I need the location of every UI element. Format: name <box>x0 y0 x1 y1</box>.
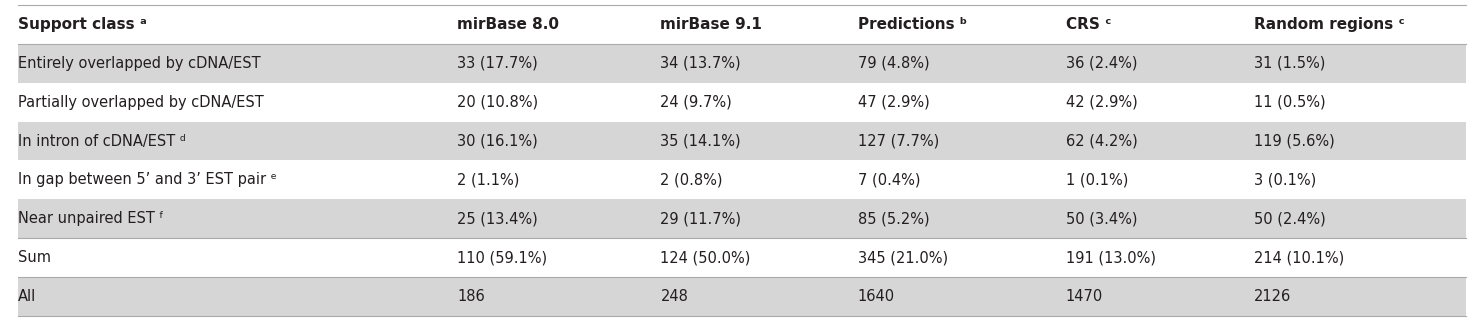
Text: 85 (5.2%): 85 (5.2%) <box>858 212 929 226</box>
Text: 1 (0.1%): 1 (0.1%) <box>1066 172 1128 187</box>
Text: Sum: Sum <box>18 250 50 265</box>
Text: 127 (7.7%): 127 (7.7%) <box>858 134 939 149</box>
Text: 186: 186 <box>457 289 485 304</box>
Text: 34 (13.7%): 34 (13.7%) <box>660 56 741 71</box>
Text: All: All <box>18 289 36 304</box>
Text: Random regions ᶜ: Random regions ᶜ <box>1254 17 1405 32</box>
Text: 214 (10.1%): 214 (10.1%) <box>1254 250 1345 265</box>
Text: In intron of cDNA/EST ᵈ: In intron of cDNA/EST ᵈ <box>18 134 186 149</box>
Text: 24 (9.7%): 24 (9.7%) <box>660 95 732 109</box>
Text: 11 (0.5%): 11 (0.5%) <box>1254 95 1325 109</box>
Text: Entirely overlapped by cDNA/EST: Entirely overlapped by cDNA/EST <box>18 56 260 71</box>
Text: 79 (4.8%): 79 (4.8%) <box>858 56 929 71</box>
Text: 1470: 1470 <box>1066 289 1103 304</box>
Text: mirBase 9.1: mirBase 9.1 <box>660 17 763 32</box>
Bar <box>18 238 1466 277</box>
Text: 42 (2.9%): 42 (2.9%) <box>1066 95 1137 109</box>
Text: Near unpaired EST ᶠ: Near unpaired EST ᶠ <box>18 212 163 226</box>
Text: 25 (13.4%): 25 (13.4%) <box>457 212 537 226</box>
Text: 3 (0.1%): 3 (0.1%) <box>1254 172 1316 187</box>
Text: 191 (13.0%): 191 (13.0%) <box>1066 250 1156 265</box>
Text: Partially overlapped by cDNA/EST: Partially overlapped by cDNA/EST <box>18 95 264 109</box>
Text: 33 (17.7%): 33 (17.7%) <box>457 56 537 71</box>
Text: 110 (59.1%): 110 (59.1%) <box>457 250 548 265</box>
Bar <box>18 122 1466 160</box>
Text: 20 (10.8%): 20 (10.8%) <box>457 95 539 109</box>
Bar <box>18 199 1466 238</box>
Text: In gap between 5’ and 3’ EST pair ᵉ: In gap between 5’ and 3’ EST pair ᵉ <box>18 172 276 187</box>
Text: Predictions ᵇ: Predictions ᵇ <box>858 17 968 32</box>
Text: 119 (5.6%): 119 (5.6%) <box>1254 134 1334 149</box>
Text: 50 (3.4%): 50 (3.4%) <box>1066 212 1137 226</box>
Text: mirBase 8.0: mirBase 8.0 <box>457 17 559 32</box>
Bar <box>18 83 1466 122</box>
Bar <box>18 277 1466 316</box>
Text: Support class ᵃ: Support class ᵃ <box>18 17 147 32</box>
Bar <box>18 44 1466 82</box>
Text: 35 (14.1%): 35 (14.1%) <box>660 134 741 149</box>
Text: 2 (1.1%): 2 (1.1%) <box>457 172 519 187</box>
Bar <box>18 160 1466 199</box>
Text: 50 (2.4%): 50 (2.4%) <box>1254 212 1325 226</box>
Text: 345 (21.0%): 345 (21.0%) <box>858 250 948 265</box>
Text: CRS ᶜ: CRS ᶜ <box>1066 17 1112 32</box>
Text: 248: 248 <box>660 289 689 304</box>
Text: 2 (0.8%): 2 (0.8%) <box>660 172 723 187</box>
Text: 29 (11.7%): 29 (11.7%) <box>660 212 742 226</box>
Text: 124 (50.0%): 124 (50.0%) <box>660 250 751 265</box>
Text: 31 (1.5%): 31 (1.5%) <box>1254 56 1325 71</box>
Text: 2126: 2126 <box>1254 289 1291 304</box>
Text: 30 (16.1%): 30 (16.1%) <box>457 134 537 149</box>
Text: 47 (2.9%): 47 (2.9%) <box>858 95 929 109</box>
Text: 7 (0.4%): 7 (0.4%) <box>858 172 920 187</box>
Text: 36 (2.4%): 36 (2.4%) <box>1066 56 1137 71</box>
Text: 62 (4.2%): 62 (4.2%) <box>1066 134 1137 149</box>
Text: 1640: 1640 <box>858 289 895 304</box>
